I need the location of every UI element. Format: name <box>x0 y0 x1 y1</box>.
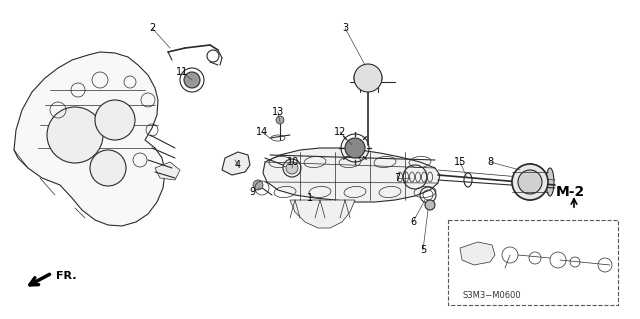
Circle shape <box>512 164 548 200</box>
Circle shape <box>253 180 263 190</box>
Circle shape <box>95 100 135 140</box>
Text: 4: 4 <box>235 160 241 170</box>
Text: FR.: FR. <box>56 271 77 281</box>
Text: 15: 15 <box>454 157 466 167</box>
Ellipse shape <box>512 164 548 200</box>
Ellipse shape <box>354 68 382 88</box>
Circle shape <box>518 170 542 194</box>
Polygon shape <box>290 200 355 228</box>
Text: 11: 11 <box>176 67 188 77</box>
Polygon shape <box>263 148 440 202</box>
Circle shape <box>354 64 382 92</box>
Text: 12: 12 <box>334 127 346 137</box>
Text: S3M3−M0600: S3M3−M0600 <box>463 291 522 300</box>
Circle shape <box>47 107 103 163</box>
Text: M-2: M-2 <box>556 185 584 199</box>
Text: 14: 14 <box>256 127 268 137</box>
Text: 8: 8 <box>487 157 493 167</box>
Circle shape <box>286 162 298 174</box>
Circle shape <box>90 150 126 186</box>
Circle shape <box>425 200 435 210</box>
Circle shape <box>276 116 284 124</box>
Text: 6: 6 <box>410 217 416 227</box>
Text: 3: 3 <box>342 23 348 33</box>
Text: 1: 1 <box>307 193 313 203</box>
Polygon shape <box>222 152 250 175</box>
Circle shape <box>184 72 200 88</box>
Circle shape <box>345 138 365 158</box>
Text: 10: 10 <box>287 157 299 167</box>
Polygon shape <box>14 52 165 226</box>
Bar <box>448 220 618 305</box>
Text: 7: 7 <box>394 173 400 183</box>
Polygon shape <box>460 242 495 265</box>
Text: 5: 5 <box>420 245 426 255</box>
Polygon shape <box>155 162 180 180</box>
Ellipse shape <box>546 168 554 196</box>
Text: 13: 13 <box>272 107 284 117</box>
Text: 9: 9 <box>249 187 255 197</box>
Text: 2: 2 <box>149 23 155 33</box>
